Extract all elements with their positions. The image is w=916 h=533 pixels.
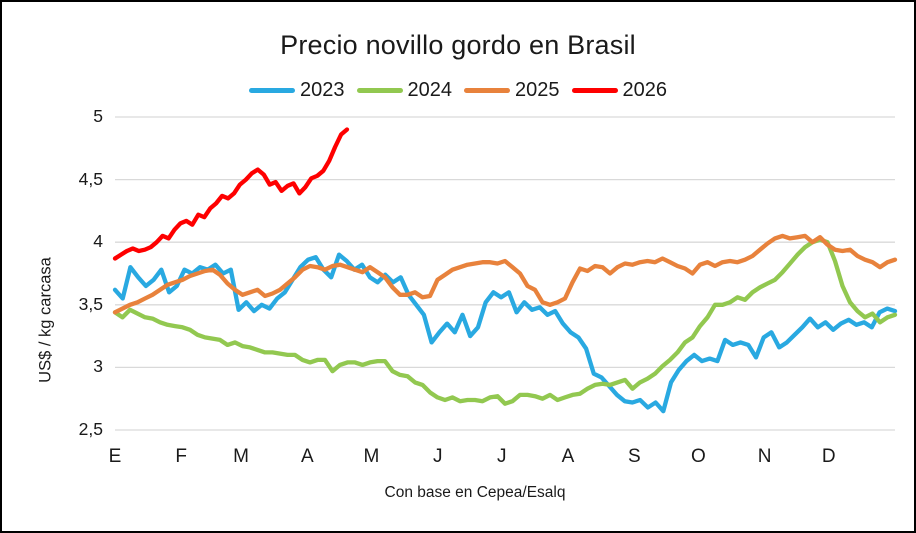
legend-label-2026: 2026 [622, 79, 668, 101]
x-tick-label-month: D [821, 446, 836, 467]
chart-legend: 2023 2024 2025 2026 [2, 79, 914, 102]
x-tick-label-month: O [691, 446, 706, 467]
x-tick-label-month: M [363, 446, 380, 467]
y-tick-label: 4 [93, 231, 103, 252]
x-tick-label-month: N [757, 446, 772, 467]
x-tick-label-month: E [108, 446, 122, 467]
x-tick-label-month: S [627, 446, 641, 467]
x-tick-label-month: J [432, 446, 443, 467]
legend-swatch-2023 [249, 88, 295, 93]
legend-swatch-2024 [356, 88, 403, 93]
x-tick-label-month: A [300, 446, 314, 467]
legend-item-2026: 2026 [571, 79, 668, 102]
y-tick-label: 3,5 [78, 293, 103, 314]
legend-swatch-2025 [464, 88, 510, 93]
series-line-2026 [112, 127, 350, 261]
legend-item-2023: 2023 [249, 79, 345, 102]
x-tick-label-month: A [561, 446, 575, 467]
x-tick-label-month: J [497, 446, 507, 467]
legend-swatch-2026 [571, 88, 618, 93]
y-tick-label: 5 [93, 106, 103, 127]
x-axis-title: Con base en Cepea/Esalq [384, 484, 566, 501]
series-line-2025 [112, 233, 898, 315]
legend-item-2025: 2025 [464, 79, 560, 102]
chart-title: Precio novillo gordo en Brasil [280, 30, 636, 60]
legend-label-2023: 2023 [300, 79, 345, 101]
series-line-2023 [112, 252, 898, 414]
legend-item-2024: 2024 [356, 79, 453, 102]
x-tick-label-month: M [233, 446, 250, 467]
y-tick-label: 3 [93, 356, 103, 377]
legend-label-2024: 2024 [407, 79, 453, 101]
y-tick-label: 4,5 [78, 168, 103, 189]
series-line-2024 [112, 237, 898, 406]
y-tick-label: 2,5 [78, 419, 103, 440]
legend-label-2025: 2025 [515, 79, 560, 101]
x-tick-label-month: F [175, 446, 187, 467]
